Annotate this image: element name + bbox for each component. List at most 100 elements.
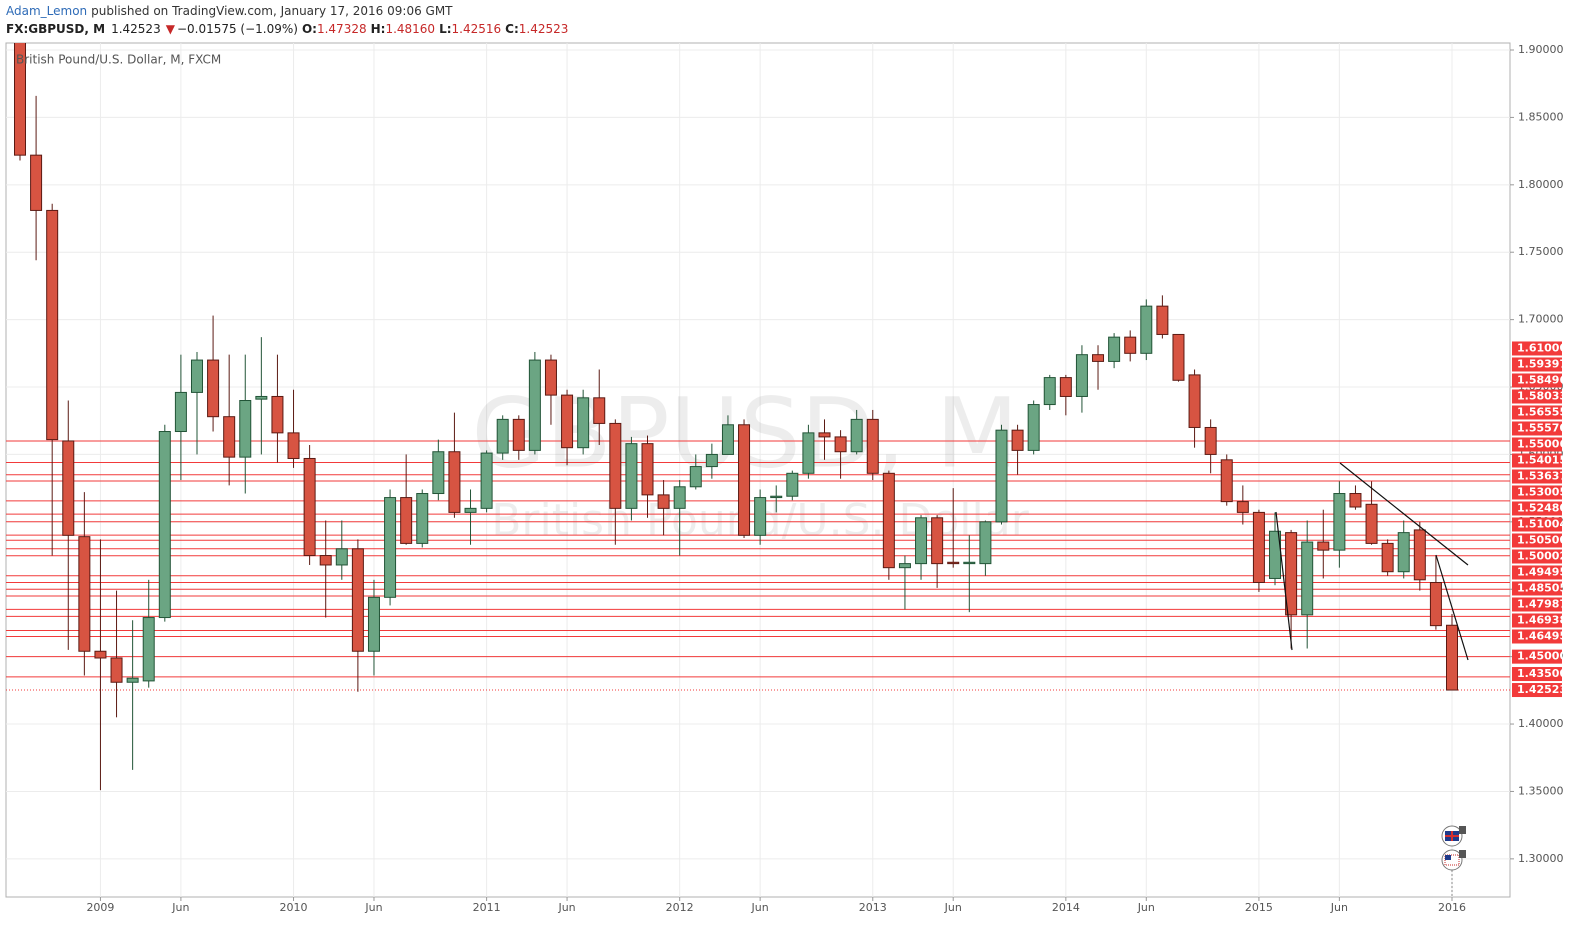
x-tick-label: 2009 [86, 901, 114, 914]
y-tick-label: 1.85000 [1518, 110, 1564, 123]
level-label: 1.42523 [1517, 683, 1567, 696]
change: −0.01575 (−1.09%) [177, 22, 298, 36]
candle-body [641, 443, 654, 496]
trend-line [1275, 511, 1293, 651]
x-tick-label: 2015 [1245, 901, 1273, 914]
ohlc-key: O: [302, 22, 317, 36]
x-tick-label: Jun [1330, 901, 1348, 914]
x-tick-label: Jun [944, 901, 962, 914]
level-label-box [1512, 613, 1562, 628]
arrow: ▼ [166, 22, 176, 36]
candle-body [1397, 532, 1410, 573]
candle-body [1236, 501, 1249, 513]
candle-body [464, 507, 477, 513]
candle-body [142, 617, 155, 682]
candle-body [1285, 532, 1298, 616]
published: published on TradingView.com, January 17… [91, 4, 453, 18]
event-badge [1459, 826, 1466, 834]
x-tick-label: 2013 [859, 901, 887, 914]
candle-body [287, 432, 300, 459]
candle-body [319, 555, 332, 566]
candle-body [1188, 374, 1201, 428]
ohlc-value: 1.47328 [317, 22, 367, 36]
level-label: 1.45000 [1517, 650, 1567, 663]
candle-body [544, 359, 557, 396]
candle-body [207, 359, 220, 418]
level-label-box [1512, 549, 1562, 564]
candle-body [432, 451, 445, 495]
level-label: 1.53637 [1517, 469, 1567, 482]
level-label: 1.46495 [1517, 629, 1567, 642]
candle-body [947, 561, 960, 565]
level-label-box [1512, 581, 1562, 596]
candle-body [496, 418, 509, 454]
x-tick-label: 2012 [666, 901, 694, 914]
candle-body [770, 495, 783, 499]
candle-body [1365, 503, 1378, 544]
trend-line [1339, 462, 1469, 566]
candle-body [1011, 429, 1024, 451]
candle-body [1156, 305, 1169, 335]
level-label-box [1512, 469, 1562, 484]
candle-body [174, 391, 187, 433]
candle-body [818, 432, 831, 438]
level-label-box [1512, 597, 1562, 612]
candle-body [689, 466, 702, 488]
y-tick-label: 1.30000 [1518, 852, 1564, 865]
candle-body [609, 422, 622, 509]
y-tick-label: 1.40000 [1518, 717, 1564, 730]
level-label: 1.54015 [1517, 453, 1567, 466]
level-label: 1.46938 [1517, 613, 1567, 626]
level-label: 1.51004 [1517, 517, 1567, 530]
x-tick-label: Jun [751, 901, 769, 914]
x-tick-label: 2011 [473, 901, 501, 914]
candle-body [367, 596, 380, 652]
candle-body [963, 561, 976, 565]
candle-body [416, 493, 429, 544]
candle-body [271, 395, 284, 434]
level-label-box [1512, 533, 1562, 548]
ohlc-key: C: [505, 22, 519, 36]
candle-body [802, 432, 815, 474]
ohlc-value: 1.48160 [385, 22, 435, 36]
candle-body [1059, 377, 1072, 397]
ohlc-key: H: [371, 22, 386, 36]
flag-canton [1445, 855, 1451, 860]
level-label-box [1512, 565, 1562, 580]
candle-body [673, 486, 686, 509]
candle-body [898, 563, 911, 569]
candle-body [577, 397, 590, 449]
level-label: 1.53005 [1517, 485, 1567, 498]
publish-line: Adam_Lemon published on TradingView.com, … [6, 4, 453, 18]
candle-body [1043, 377, 1056, 406]
candle-body [866, 418, 879, 474]
candle-body [1413, 529, 1426, 581]
candle-body [384, 497, 397, 598]
symbol: FX:GBPUSD, M [6, 22, 105, 36]
level-label: 1.59397 [1517, 357, 1567, 370]
candle-body [625, 443, 638, 509]
level-label-box [1512, 421, 1562, 436]
level-label: 1.50500 [1517, 533, 1567, 546]
ohlc-value: 1.42523 [519, 22, 569, 36]
level-label-box [1512, 357, 1562, 372]
last: 1.42523 [111, 22, 161, 36]
candle-body [593, 397, 606, 424]
candle-body [239, 400, 252, 458]
candle-body [62, 440, 75, 536]
symbol-line: FX:GBPUSD, M 1.42523 ▼ −0.01575 (−1.09%) O:1… [6, 22, 568, 36]
flag-cross [1445, 831, 1459, 841]
level-label: 1.58496 [1517, 373, 1567, 386]
candle-body [1204, 426, 1217, 455]
candle-body [1317, 541, 1330, 551]
legend: British Pound/U.S. Dollar, M, FXCM [16, 53, 221, 67]
candle-body [834, 436, 847, 453]
candle-body [657, 494, 670, 509]
candle-body [754, 497, 767, 536]
level-label-box [1512, 453, 1562, 468]
candle-body [255, 395, 268, 400]
author[interactable]: Adam_Lemon [6, 4, 87, 18]
level-label-box [1512, 405, 1562, 420]
candle-body [448, 451, 461, 513]
candle-body [400, 497, 413, 544]
